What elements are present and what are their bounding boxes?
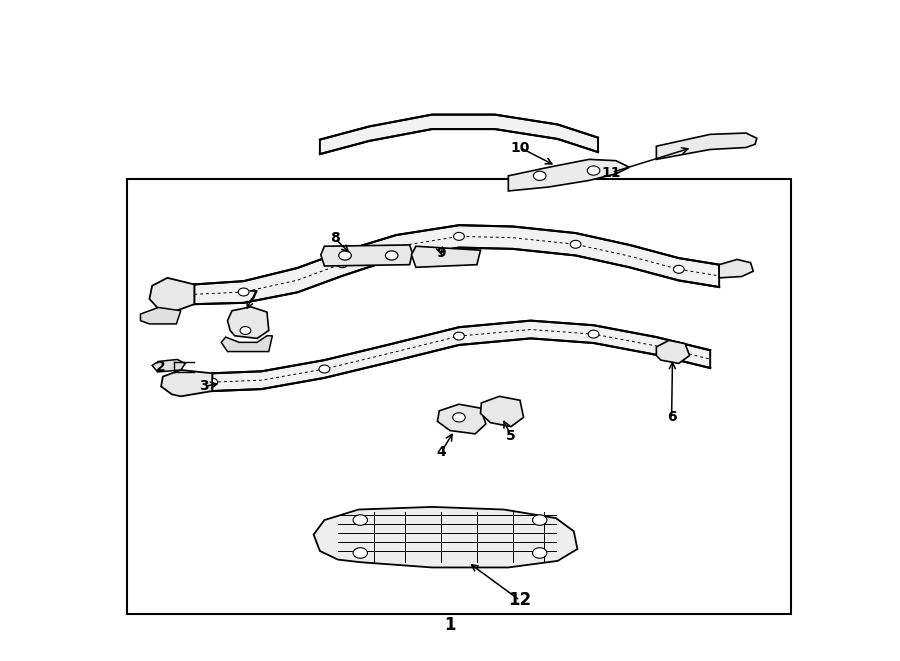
Polygon shape [161, 370, 212, 397]
Text: 12: 12 [508, 592, 532, 609]
Circle shape [588, 166, 599, 175]
Circle shape [533, 548, 547, 559]
Circle shape [589, 330, 598, 338]
Circle shape [240, 327, 251, 334]
Polygon shape [481, 397, 524, 426]
Circle shape [454, 332, 464, 340]
Polygon shape [656, 340, 689, 364]
Text: 6: 6 [667, 410, 677, 424]
Text: 2: 2 [157, 360, 166, 373]
Text: 9: 9 [436, 246, 446, 260]
Circle shape [238, 288, 249, 296]
Polygon shape [508, 159, 629, 191]
Polygon shape [719, 259, 753, 278]
Text: 7: 7 [248, 290, 257, 303]
Circle shape [337, 260, 347, 268]
Polygon shape [656, 133, 757, 159]
Polygon shape [228, 307, 269, 338]
Polygon shape [212, 321, 710, 391]
Circle shape [673, 265, 684, 273]
Polygon shape [411, 247, 481, 267]
Circle shape [338, 251, 351, 260]
Text: 3: 3 [199, 379, 209, 393]
Text: 1: 1 [445, 617, 455, 635]
Polygon shape [437, 405, 486, 434]
Circle shape [207, 378, 218, 386]
Polygon shape [152, 360, 185, 372]
Circle shape [353, 515, 367, 525]
Circle shape [385, 251, 398, 260]
Text: 11: 11 [602, 165, 621, 180]
Polygon shape [313, 507, 578, 567]
Circle shape [533, 515, 547, 525]
Polygon shape [221, 336, 273, 352]
Circle shape [534, 171, 546, 180]
Text: 10: 10 [510, 141, 530, 155]
Circle shape [319, 365, 329, 373]
Polygon shape [320, 245, 412, 266]
Circle shape [353, 548, 367, 559]
Text: 8: 8 [330, 231, 340, 245]
Text: 5: 5 [506, 429, 516, 443]
Polygon shape [320, 114, 598, 154]
Polygon shape [140, 307, 181, 324]
Polygon shape [149, 278, 194, 314]
Circle shape [453, 412, 465, 422]
Circle shape [571, 241, 581, 249]
Bar [127, 179, 791, 613]
Circle shape [454, 233, 464, 241]
Polygon shape [194, 225, 719, 304]
Text: 4: 4 [436, 446, 446, 459]
